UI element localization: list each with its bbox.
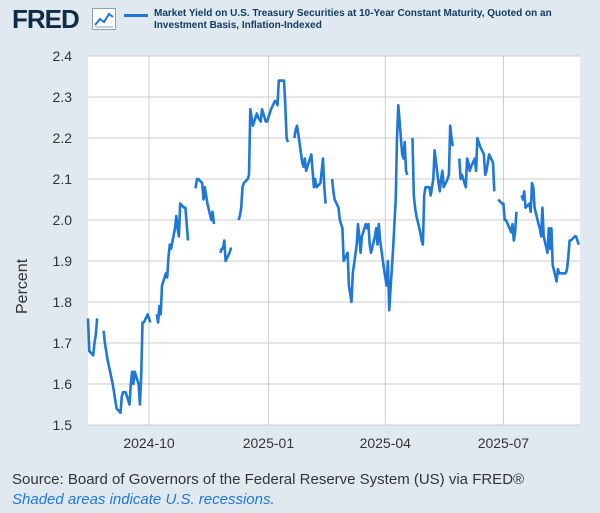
chart-area: 1.5 1.6 1.7 1.8 1.9 2.0 2.1 2.2 2.3 2.4 2024-10 202… [0, 44, 600, 464]
y-tick-label: 2.2 [53, 130, 73, 146]
y-tick-label: 1.7 [53, 335, 73, 351]
y-tick-label: 2.0 [53, 212, 73, 228]
x-tick-label: 2025-04 [360, 435, 412, 451]
y-tick-label: 2.1 [53, 171, 73, 187]
chart-header: FRED Market Yield on U.S. Treasury Secur… [0, 0, 600, 44]
recession-note: Shaded areas indicate U.S. recessions. [12, 491, 275, 508]
legend-series-label: Market Yield on U.S. Treasury Securities… [154, 8, 552, 31]
y-tick-label: 2.3 [53, 89, 73, 105]
source-note: Source: Board of Governors of the Federa… [12, 471, 525, 488]
y-tick-label: 1.6 [53, 376, 73, 392]
x-tick-label: 2025-07 [478, 435, 530, 451]
fred-logo[interactable]: FRED [12, 4, 80, 34]
y-tick-label: 1.9 [53, 253, 73, 269]
y-tick-label: 2.4 [53, 48, 73, 64]
x-tick-label: 2024-10 [123, 435, 175, 451]
series-line [86, 79, 580, 414]
x-tick-label: 2025-01 [243, 435, 295, 451]
line-graph-icon [92, 8, 116, 30]
y-axis-label: Percent [14, 258, 31, 314]
legend-series-swatch [124, 14, 148, 17]
chart-footer: Source: Board of Governors of the Federa… [12, 470, 592, 510]
y-tick-label: 1.5 [53, 417, 73, 433]
plot-background [88, 56, 580, 425]
line-chart: 1.5 1.6 1.7 1.8 1.9 2.0 2.1 2.2 2.3 2.4 2024-10 202… [53, 48, 580, 451]
y-tick-label: 1.8 [53, 294, 73, 310]
